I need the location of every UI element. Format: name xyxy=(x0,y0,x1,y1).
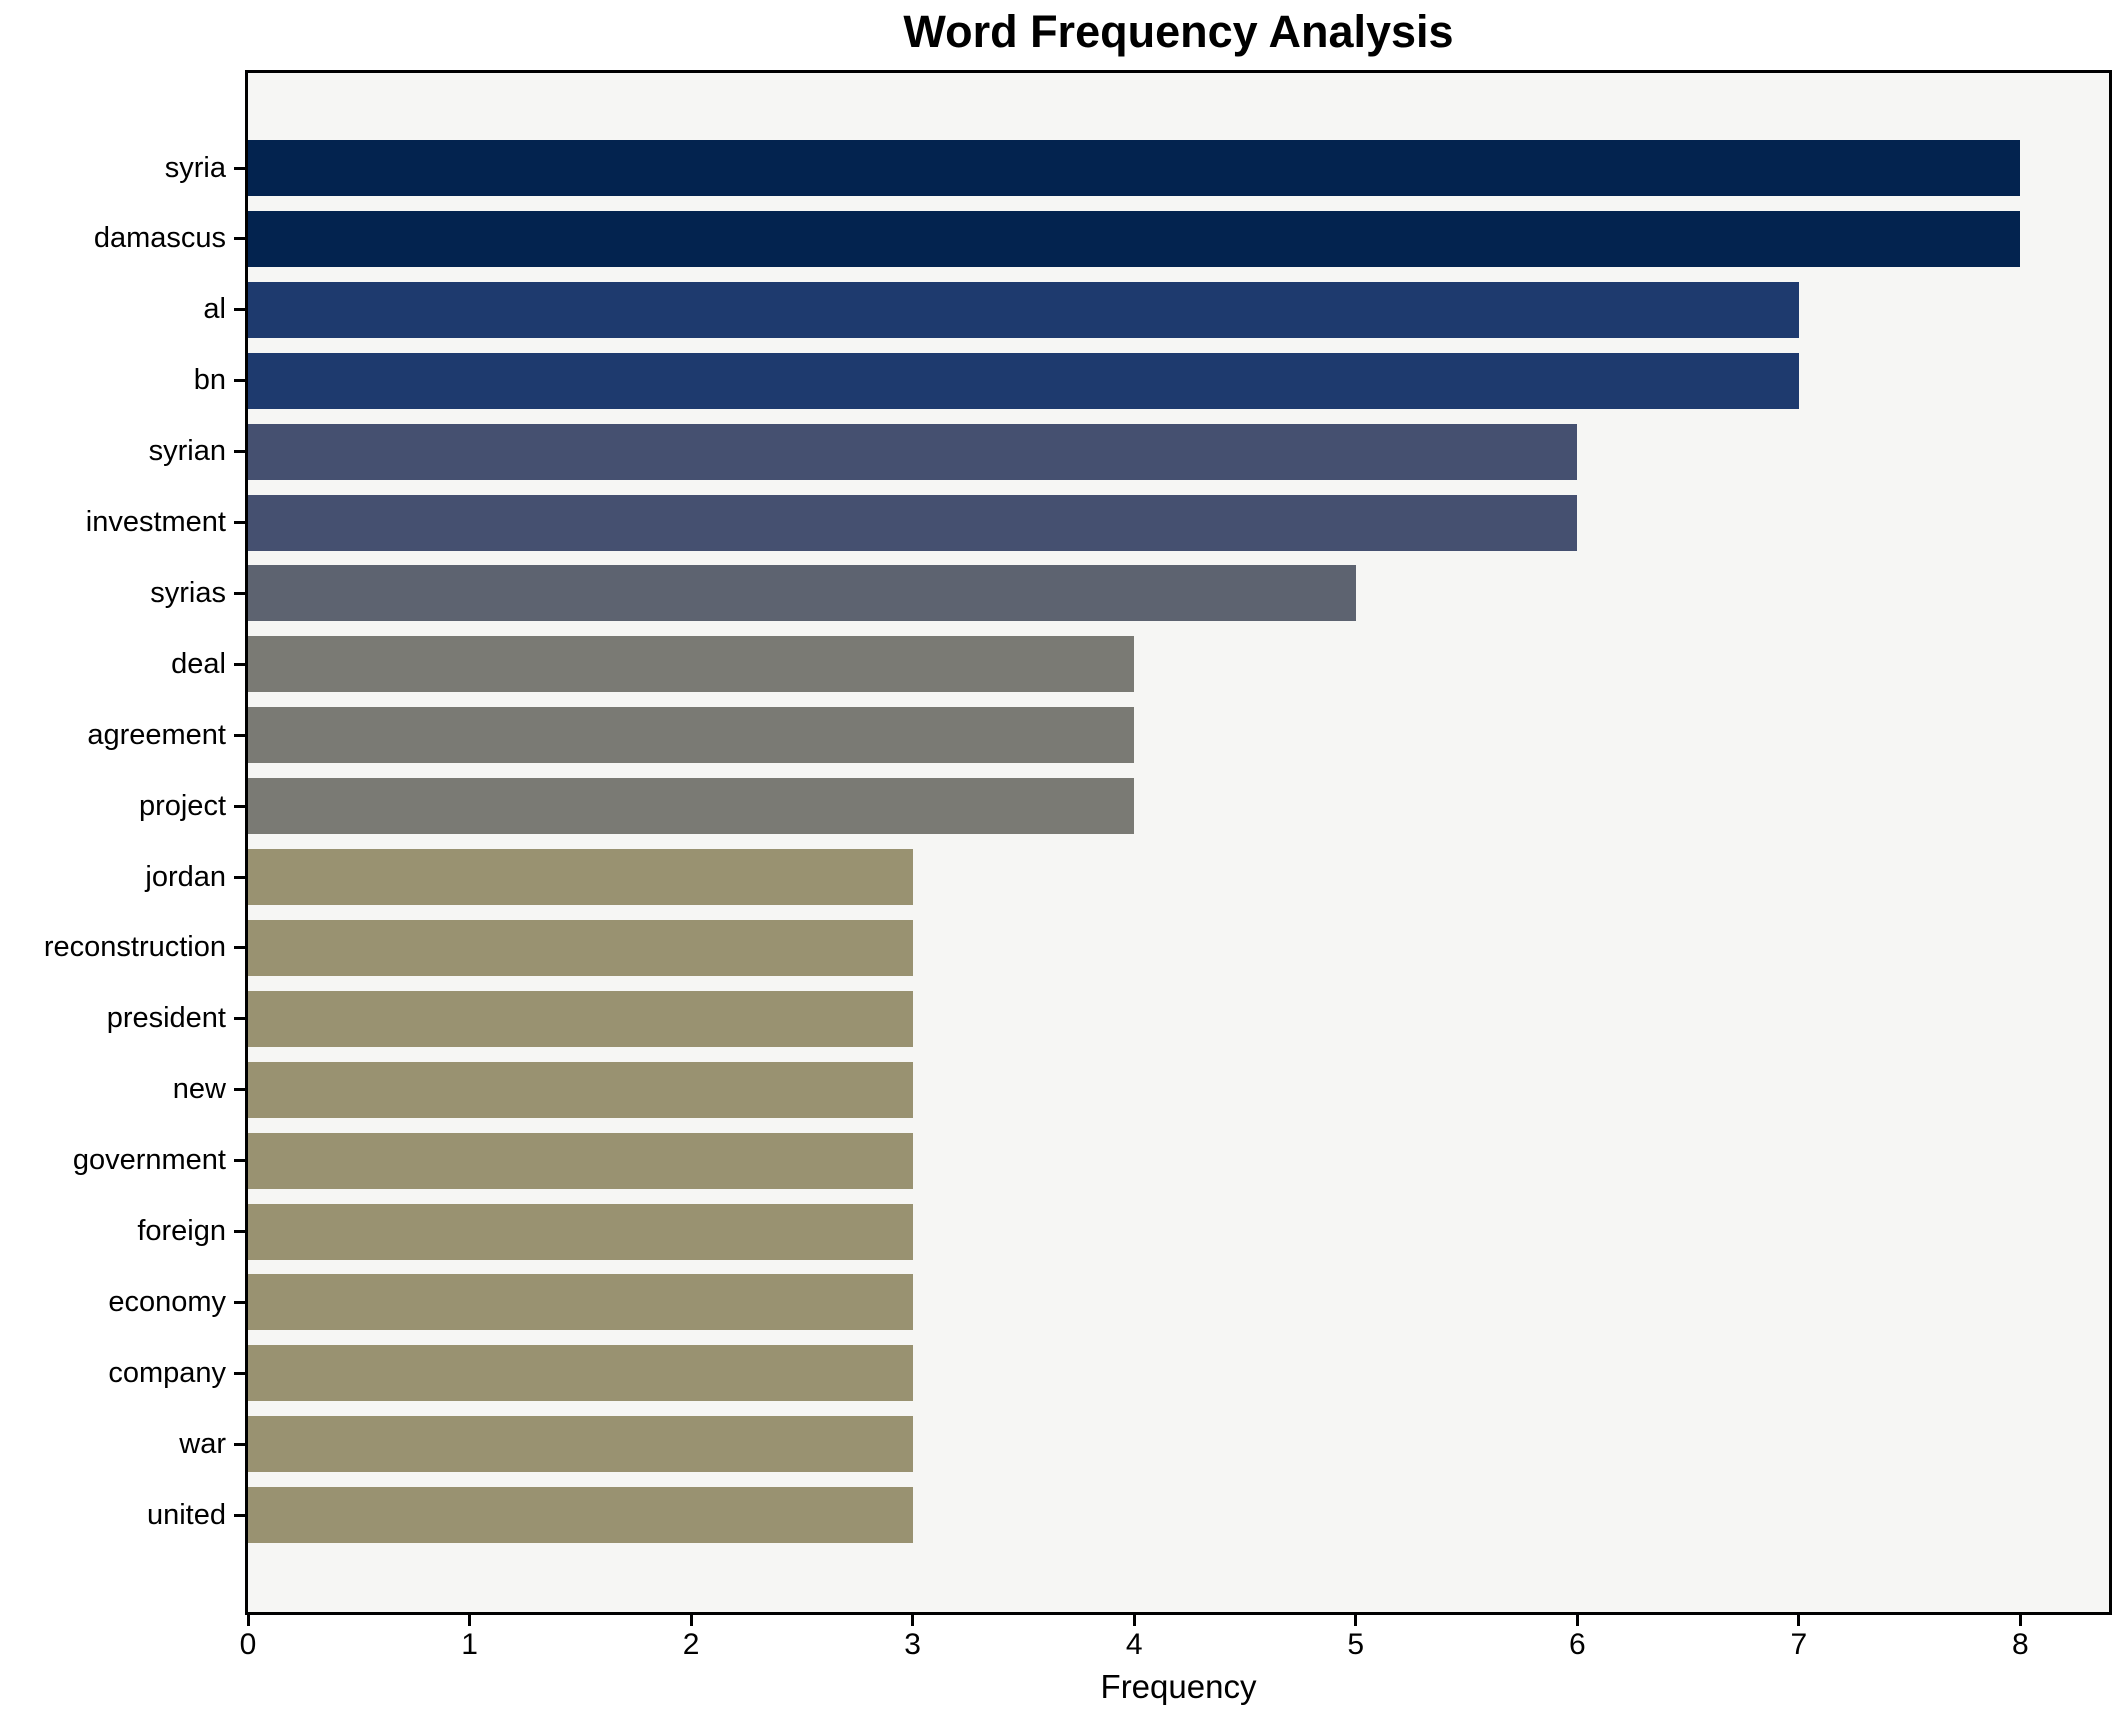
y-tick-label-syria: syria xyxy=(164,151,226,184)
y-tick-label-deal: deal xyxy=(171,647,226,680)
y-tick-label-reconstruction: reconstruction xyxy=(43,931,226,964)
bar-reconstruction xyxy=(248,919,913,976)
bar-economy xyxy=(248,1274,913,1331)
bar-project xyxy=(248,778,1135,835)
y-tick-label-economy: economy xyxy=(108,1285,226,1318)
bar-investment xyxy=(248,494,1578,551)
bar-syrian xyxy=(248,423,1578,480)
y-tick-mark xyxy=(234,1300,248,1304)
bar-al xyxy=(248,281,1799,338)
bar-new xyxy=(248,1061,913,1118)
y-tick-label-foreign: foreign xyxy=(137,1215,226,1247)
y-tick-label-united: united xyxy=(146,1498,226,1531)
y-tick-label-president: president xyxy=(106,1002,226,1035)
x-tick-label-1: 1 xyxy=(461,1628,478,1661)
bar-deal xyxy=(248,636,1135,693)
y-tick-mark xyxy=(234,450,248,454)
y-tick-label-company: company xyxy=(108,1356,226,1389)
bar-syria xyxy=(248,140,2021,196)
y-tick-mark xyxy=(234,1159,248,1163)
bar-agreement xyxy=(248,707,1135,764)
x-axis-title: Frequency xyxy=(1100,1668,1257,1705)
x-tick-label-0: 0 xyxy=(239,1628,257,1661)
bar-war xyxy=(248,1416,913,1473)
y-tick-mark xyxy=(234,308,248,312)
y-tick-label-project: project xyxy=(138,789,226,822)
y-tick-mark xyxy=(234,804,248,808)
y-tick-mark xyxy=(234,1230,248,1233)
y-tick-label-government: government xyxy=(72,1144,226,1177)
x-tick-mark xyxy=(1797,1612,1801,1626)
x-tick-label-3: 3 xyxy=(904,1628,921,1661)
y-tick-mark xyxy=(234,946,248,950)
bar-jordan xyxy=(248,849,913,905)
y-tick-label-syrian: syrian xyxy=(148,435,226,468)
y-tick-label-new: new xyxy=(172,1073,226,1106)
x-tick-mark xyxy=(1575,1612,1579,1626)
y-tick-mark xyxy=(234,237,248,241)
y-tick-label-al: al xyxy=(203,293,226,326)
bar-bn xyxy=(248,352,1799,409)
y-tick-label-war: war xyxy=(179,1427,226,1460)
bar-government xyxy=(248,1132,913,1189)
y-tick-label-damascus: damascus xyxy=(93,222,226,255)
x-tick-label-8: 8 xyxy=(2012,1628,2029,1661)
y-tick-mark xyxy=(234,521,248,524)
bar-damascus xyxy=(248,210,2021,267)
y-tick-mark xyxy=(234,733,248,737)
chart-title: Word Frequency Analysis xyxy=(903,6,1454,57)
bar-company xyxy=(248,1345,913,1402)
y-tick-mark xyxy=(234,1442,248,1446)
y-tick-mark xyxy=(234,591,248,595)
x-tick-mark xyxy=(1132,1612,1136,1626)
bar-united xyxy=(248,1487,913,1544)
y-tick-mark xyxy=(234,662,248,666)
y-tick-label-bn: bn xyxy=(193,364,226,397)
y-tick-label-jordan: jordan xyxy=(145,860,226,893)
y-tick-mark xyxy=(234,1371,248,1375)
x-tick-mark xyxy=(689,1612,693,1626)
y-tick-label-syrias: syrias xyxy=(150,576,226,609)
y-tick-mark xyxy=(234,1513,248,1517)
y-tick-label-agreement: agreement xyxy=(87,718,226,751)
x-tick-label-2: 2 xyxy=(682,1628,700,1661)
x-tick-label-5: 5 xyxy=(1347,1628,1365,1661)
y-tick-label-investment: investment xyxy=(85,506,226,538)
x-tick-mark xyxy=(911,1612,915,1626)
y-tick-mark xyxy=(234,379,248,383)
y-tick-mark xyxy=(234,875,248,879)
y-tick-mark xyxy=(234,1088,248,1092)
x-tick-mark xyxy=(1354,1612,1358,1626)
x-tick-label-4: 4 xyxy=(1125,1628,1143,1661)
y-tick-mark xyxy=(234,166,248,170)
x-tick-mark xyxy=(2018,1612,2022,1626)
x-tick-label-7: 7 xyxy=(1790,1628,1808,1661)
x-tick-label-6: 6 xyxy=(1568,1628,1586,1661)
bar-syrias xyxy=(248,565,1356,622)
y-tick-mark xyxy=(234,1017,248,1021)
bar-foreign xyxy=(248,1203,913,1260)
x-tick-mark xyxy=(246,1612,250,1626)
bar-president xyxy=(248,990,913,1047)
x-tick-mark xyxy=(468,1612,472,1626)
